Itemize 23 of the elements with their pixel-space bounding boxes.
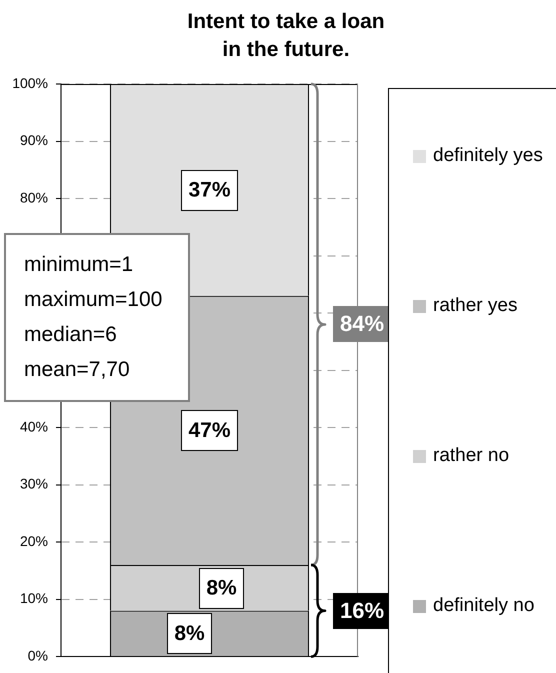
y-tick-label: 80% xyxy=(20,189,48,206)
legend-label: definitely yes xyxy=(433,145,543,167)
legend-label: rather no xyxy=(433,445,510,467)
text: 84% xyxy=(332,306,392,342)
annotation: maximum=100 xyxy=(24,287,164,313)
annotation: minimum=1 xyxy=(24,252,134,278)
y-tick-label: 100% xyxy=(12,74,48,91)
text: 16% xyxy=(332,592,392,629)
chart-title: Intent to take a loan in the future. xyxy=(186,9,386,63)
y-tick-label: 90% xyxy=(20,132,48,148)
annotation: median=6 xyxy=(24,322,118,348)
data-label: 47% xyxy=(188,419,231,442)
data-label: 8% xyxy=(174,622,205,646)
legend-label: rather yes xyxy=(433,295,518,317)
y-tick-label: 30% xyxy=(20,476,48,492)
annotation: mean=7,70 xyxy=(24,357,131,383)
y-tick-label: 20% xyxy=(20,532,48,549)
y-tick-label: 40% xyxy=(20,418,48,434)
y-tick-label: 10% xyxy=(20,590,48,606)
legend-label: definitely no xyxy=(433,595,534,617)
data-label: 8% xyxy=(206,576,237,600)
data-label: 37% xyxy=(188,178,231,202)
y-tick-label: 0% xyxy=(28,647,48,664)
